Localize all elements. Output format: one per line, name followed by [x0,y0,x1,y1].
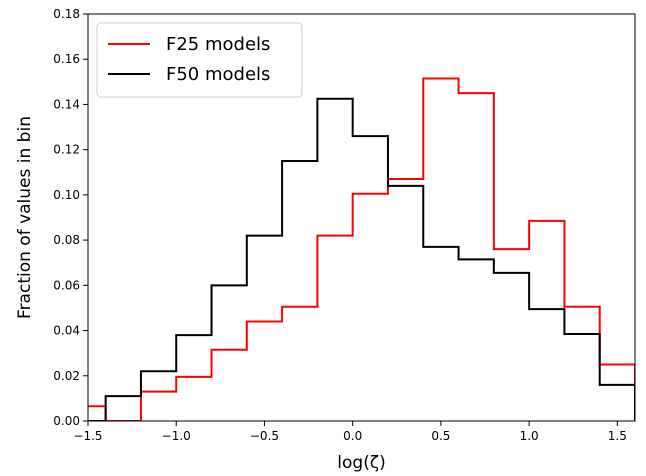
y-tick-label: 0.00 [53,414,80,428]
plot-frame [87,13,636,422]
y-axis: 0.00 0.02 0.04 0.06 0.08 0.10 0.12 0.14 0.16 0.18 [53,7,88,428]
y-tick-label: 0.08 [53,233,80,247]
x-tick-label: −1.5 [73,429,102,443]
y-tick-label: 0.04 [53,324,80,338]
x-tick-label: 1.5 [608,429,627,443]
y-tick-label: 0.16 [53,52,80,66]
x-tick-label: −1.0 [162,429,191,443]
series-2-step-line [88,97,635,421]
x-tick-label: −0.5 [250,429,279,443]
x-tick-label: 0.0 [343,429,362,443]
y-tick-label: 0.12 [53,143,80,157]
x-tick-label: 1.0 [520,429,539,443]
y-tick-label: 0.18 [53,7,80,21]
legend-frame [96,22,303,98]
y-tick-label: 0.02 [53,369,80,383]
y-tick-label: 0.10 [53,188,80,202]
series-1 [88,77,635,421]
x-axis: −1.5 −1.0 −0.5 0.0 0.5 1.0 1.5 [73,421,627,443]
series-layer [88,77,635,421]
legend-label: F50 models [166,64,270,85]
legend-label: F25 models [166,34,270,55]
y-tick-label: 0.14 [53,97,80,111]
legend: F25 models F50 models [96,22,303,98]
y-tick-label: 0.06 [53,278,80,292]
series-2 [88,97,635,421]
x-axis-label: log(ζ) [337,453,385,473]
y-axis-label: Fraction of values in bin [15,116,35,319]
x-tick-label: 0.5 [431,429,450,443]
series-1-step-line [88,77,635,421]
